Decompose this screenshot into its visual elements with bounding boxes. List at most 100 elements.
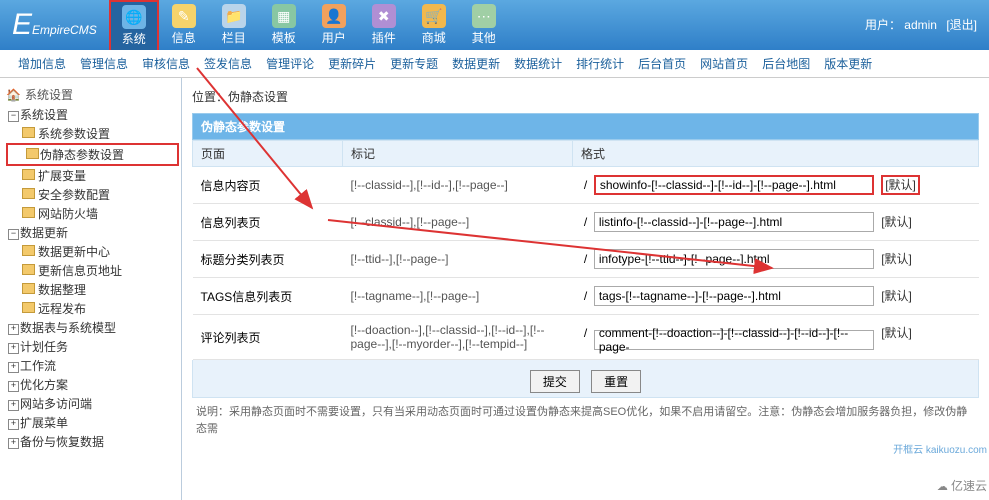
mark-cell: [!--classid--],[!--page--] <box>343 204 573 241</box>
content: 位置：伪静态设置 伪静态参数设置 页面标记格式 信息内容页 [!--classi… <box>182 78 989 500</box>
watermark-2-text: 亿速云 <box>951 479 987 493</box>
table-row: 信息内容页 [!--classid--],[!--id--],[!--page-… <box>193 167 979 204</box>
tree-leaf[interactable]: 更新信息页地址 <box>4 261 179 280</box>
tree-leaf[interactable]: 数据更新中心 <box>4 242 179 261</box>
topnav-item[interactable]: ⋯其他 <box>459 0 509 50</box>
tree-leaf[interactable]: 伪静态参数设置 <box>6 143 179 166</box>
subnav-link[interactable]: 审核信息 <box>142 55 190 72</box>
logo: EEmpireCMS <box>0 8 109 42</box>
reset-button[interactable]: 重置 <box>591 370 641 393</box>
user-label: 用户： <box>865 18 901 32</box>
sidebar-tree: 系统设置系统参数设置伪静态参数设置扩展变量安全参数配置网站防火墙数据更新数据更新… <box>4 105 179 451</box>
subnav-link[interactable]: 更新碎片 <box>328 55 376 72</box>
tree-node[interactable]: 数据更新 <box>4 223 179 242</box>
subnav-link[interactable]: 排行统计 <box>576 55 624 72</box>
tree-leaf[interactable]: 扩展变量 <box>4 166 179 185</box>
sidebar-title: 🏠 系统设置 <box>2 84 179 105</box>
topnav-label: 信息 <box>172 29 196 46</box>
subnav-link[interactable]: 网站首页 <box>700 55 748 72</box>
subnav-link[interactable]: 后台首页 <box>638 55 686 72</box>
topnav-item[interactable]: ✎信息 <box>159 0 209 50</box>
tree-leaf[interactable]: 网站防火墙 <box>4 204 179 223</box>
tree-leaf[interactable]: 系统参数设置 <box>4 124 179 143</box>
subnav-link[interactable]: 管理评论 <box>266 55 314 72</box>
default-button[interactable]: [默认] <box>881 252 912 266</box>
tree-leaf[interactable]: 数据整理 <box>4 280 179 299</box>
settings-table: 页面标记格式 信息内容页 [!--classid--],[!--id--],[!… <box>192 140 979 360</box>
topnav-item[interactable]: 🌐系统 <box>109 0 159 50</box>
format-input[interactable]: comment-[!--doaction--]-[!--classid--]-[… <box>594 330 874 350</box>
default-button[interactable]: [默认] <box>881 326 912 340</box>
panel-title: 伪静态参数设置 <box>192 113 979 140</box>
default-button[interactable]: [默认] <box>881 175 920 195</box>
page-cell: 标题分类列表页 <box>193 241 343 278</box>
top-nav: 🌐系统✎信息📁栏目▦模板👤用户✖插件🛒商城⋯其他 <box>109 0 509 50</box>
tree-node[interactable]: 备份与恢复数据 <box>4 432 179 451</box>
subnav-link[interactable]: 更新专题 <box>390 55 438 72</box>
default-button[interactable]: [默认] <box>881 215 912 229</box>
format-input[interactable]: listinfo-[!--classid--]-[!--page--].html <box>594 212 874 232</box>
format-input[interactable]: showinfo-[!--classid--]-[!--id--]-[!--pa… <box>594 175 874 195</box>
page-cell: TAGS信息列表页 <box>193 278 343 315</box>
topnav-item[interactable]: 👤用户 <box>309 0 359 50</box>
format-cell: / showinfo-[!--classid--]-[!--id--]-[!--… <box>573 167 979 204</box>
table-header: 页面 <box>193 141 343 167</box>
sidebar-title-text: 系统设置 <box>25 86 73 103</box>
slash: / <box>581 215 591 229</box>
page-cell: 评论列表页 <box>193 315 343 360</box>
topnav-item[interactable]: ✖插件 <box>359 0 409 50</box>
watermark-2: ☁ 亿速云 <box>937 477 987 494</box>
topnav-icon: ✎ <box>172 4 196 28</box>
tree-node[interactable]: 数据表与系统模型 <box>4 318 179 337</box>
tree-node[interactable]: 系统设置 <box>4 105 179 124</box>
topnav-item[interactable]: ▦模板 <box>259 0 309 50</box>
tree-node[interactable]: 优化方案 <box>4 375 179 394</box>
user-area: 用户： admin [退出] <box>865 16 977 33</box>
user-name: admin <box>904 18 937 32</box>
subnav-link[interactable]: 签发信息 <box>204 55 252 72</box>
slash: / <box>581 289 591 303</box>
tree-node[interactable]: 扩展菜单 <box>4 413 179 432</box>
format-input[interactable]: infotype-[!--ttid--]-[!--page--].html <box>594 249 874 269</box>
default-button[interactable]: [默认] <box>881 289 912 303</box>
topnav-icon: ⋯ <box>472 4 496 28</box>
mark-cell: [!--ttid--],[!--page--] <box>343 241 573 278</box>
table-row: 标题分类列表页 [!--ttid--],[!--page--] / infoty… <box>193 241 979 278</box>
logout-link[interactable]: [退出] <box>946 18 977 32</box>
format-input[interactable]: tags-[!--tagname--]-[!--page--].html <box>594 286 874 306</box>
table-row: 信息列表页 [!--classid--],[!--page--] / listi… <box>193 204 979 241</box>
note-text: 说明：采用静态页面时不需要设置，只有当采用动态页面时可通过设置伪静态来提高SEO… <box>192 398 979 443</box>
subnav-link[interactable]: 数据统计 <box>514 55 562 72</box>
submit-button[interactable]: 提交 <box>530 370 580 393</box>
tree-leaf[interactable]: 远程发布 <box>4 299 179 318</box>
action-buttons: 提交 重置 <box>192 360 979 398</box>
mark-cell: [!--tagname--],[!--page--] <box>343 278 573 315</box>
home-icon: 🏠 <box>6 88 21 102</box>
subnav-link[interactable]: 后台地图 <box>762 55 810 72</box>
slash: / <box>581 326 591 340</box>
subnav-link[interactable]: 管理信息 <box>80 55 128 72</box>
topnav-icon: 🛒 <box>422 4 446 28</box>
tree-node[interactable]: 工作流 <box>4 356 179 375</box>
topnav-label: 用户 <box>322 29 346 46</box>
watermark-1: 开框云 kaikuozu.com <box>893 441 987 456</box>
topnav-item[interactable]: 🛒商城 <box>409 0 459 50</box>
subnav-link[interactable]: 数据更新 <box>452 55 500 72</box>
topnav-label: 插件 <box>372 29 396 46</box>
tree-node[interactable]: 网站多访问端 <box>4 394 179 413</box>
breadcrumb: 位置：伪静态设置 <box>192 84 979 113</box>
logo-text: EmpireCMS <box>32 23 97 37</box>
topnav-item[interactable]: 📁栏目 <box>209 0 259 50</box>
topnav-icon: 👤 <box>322 4 346 28</box>
subnav-link[interactable]: 版本更新 <box>824 55 872 72</box>
slash: / <box>581 252 591 266</box>
table-header: 标记 <box>343 141 573 167</box>
format-cell: / infotype-[!--ttid--]-[!--page--].html … <box>573 241 979 278</box>
subnav-link[interactable]: 增加信息 <box>18 55 66 72</box>
mark-cell: [!--doaction--],[!--classid--],[!--id--]… <box>343 315 573 360</box>
table-row: TAGS信息列表页 [!--tagname--],[!--page--] / t… <box>193 278 979 315</box>
page-cell: 信息内容页 <box>193 167 343 204</box>
tree-leaf[interactable]: 安全参数配置 <box>4 185 179 204</box>
tree-node[interactable]: 计划任务 <box>4 337 179 356</box>
topnav-label: 商城 <box>422 29 446 46</box>
